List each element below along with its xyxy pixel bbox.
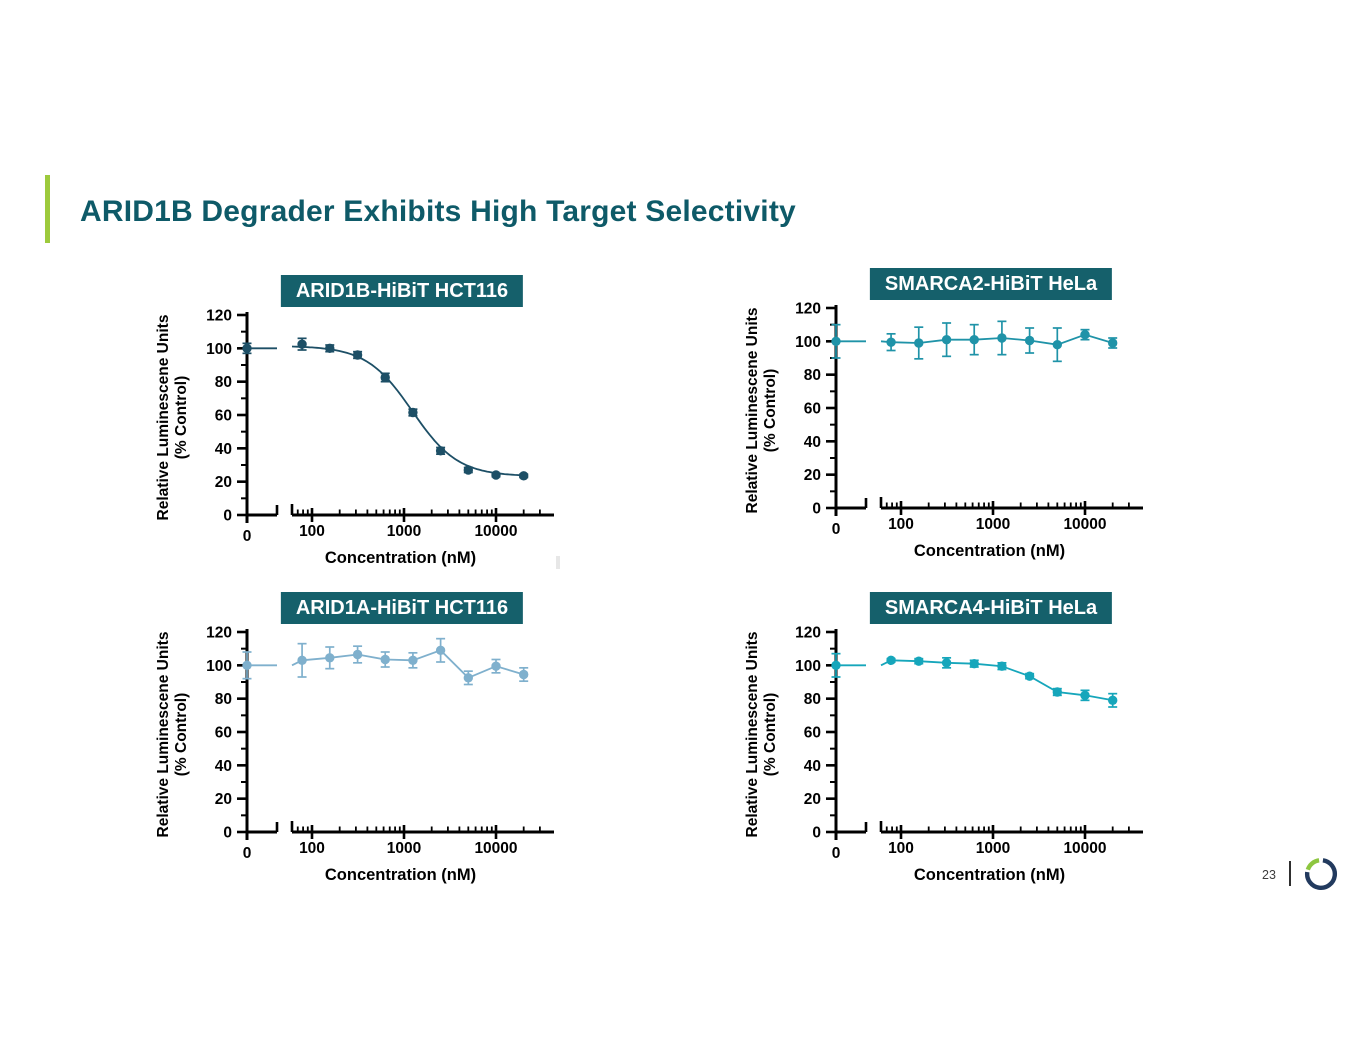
svg-text:100: 100 (888, 516, 914, 533)
svg-text:Relative Luminescene Units: Relative Luminescene Units (744, 308, 761, 514)
svg-text:Relative Luminescene Units: Relative Luminescene Units (744, 632, 761, 838)
svg-text:120: 120 (206, 625, 232, 642)
svg-text:10000: 10000 (474, 840, 517, 857)
dose-response-plot: 0 20 40 60 80 100 120 0 100 1000 10000 Concentratio… (155, 625, 554, 884)
chart-title-badge: SMARCA2-HiBiT HeLa (869, 268, 1113, 300)
svg-text:0: 0 (243, 845, 252, 862)
svg-text:(% Control): (% Control) (762, 693, 779, 777)
svg-text:0: 0 (812, 825, 821, 842)
svg-text:Concentration (nM): Concentration (nM) (325, 549, 476, 567)
svg-text:60: 60 (804, 725, 821, 742)
svg-text:60: 60 (215, 725, 232, 742)
svg-text:Concentration (nM): Concentration (nM) (325, 866, 476, 884)
svg-text:0: 0 (223, 508, 232, 525)
chart-title-badge: ARID1A-HiBiT HCT116 (280, 592, 524, 624)
svg-text:100: 100 (888, 840, 914, 857)
company-logo-icon (1305, 858, 1338, 891)
svg-text:10000: 10000 (1063, 516, 1106, 533)
svg-text:0: 0 (832, 845, 841, 862)
stray-mark (556, 556, 560, 569)
svg-text:100: 100 (206, 341, 232, 358)
svg-text:0: 0 (223, 825, 232, 842)
chart-arid1b-hibit-hct116: ARID1B-HiBiT HCT116 0 20 40 60 80 100 120 0 100 1… (152, 275, 582, 610)
svg-text:1000: 1000 (976, 516, 1010, 533)
svg-text:Concentration (nM): Concentration (nM) (914, 866, 1065, 884)
svg-text:80: 80 (804, 691, 821, 708)
svg-text:100: 100 (206, 658, 232, 675)
dose-response-plot: 0 20 40 60 80 100 120 0 100 1000 10000 Concentratio… (744, 625, 1143, 884)
svg-text:100: 100 (299, 840, 325, 857)
svg-text:60: 60 (804, 401, 821, 418)
svg-text:Relative Luminescene Units: Relative Luminescene Units (155, 632, 172, 838)
svg-text:120: 120 (206, 308, 232, 325)
dose-response-plot: 0 20 40 60 80 100 120 0 100 1000 10000 Concentratio… (744, 301, 1143, 560)
title-accent-bar (45, 175, 50, 243)
svg-text:100: 100 (299, 523, 325, 540)
svg-text:Concentration (nM): Concentration (nM) (914, 542, 1065, 560)
svg-text:60: 60 (215, 408, 232, 425)
svg-text:20: 20 (215, 474, 232, 491)
svg-text:100: 100 (795, 334, 821, 351)
svg-text:20: 20 (804, 791, 821, 808)
svg-text:120: 120 (795, 301, 821, 318)
svg-text:0: 0 (812, 501, 821, 518)
svg-text:20: 20 (215, 791, 232, 808)
page-number: 23 (1262, 868, 1276, 882)
svg-text:40: 40 (804, 758, 821, 775)
svg-text:1000: 1000 (387, 523, 421, 540)
svg-text:Relative Luminescene Units: Relative Luminescene Units (155, 315, 172, 521)
chart-smarca2-hibit-hela: SMARCA2-HiBiT HeLa 0 20 40 60 80 100 120 0 100 10… (741, 268, 1171, 603)
svg-text:40: 40 (215, 441, 232, 458)
svg-text:20: 20 (804, 467, 821, 484)
chart-title-badge: ARID1B-HiBiT HCT116 (280, 275, 524, 307)
page-title: ARID1B Degrader Exhibits High Target Sel… (80, 195, 796, 228)
svg-text:10000: 10000 (474, 523, 517, 540)
svg-text:(% Control): (% Control) (173, 693, 190, 777)
svg-text:40: 40 (804, 434, 821, 451)
svg-text:40: 40 (215, 758, 232, 775)
svg-text:(% Control): (% Control) (173, 376, 190, 460)
svg-text:80: 80 (215, 374, 232, 391)
svg-text:80: 80 (804, 367, 821, 384)
chart-title-badge: SMARCA4-HiBiT HeLa (869, 592, 1113, 624)
svg-text:80: 80 (215, 691, 232, 708)
footer-divider (1289, 861, 1291, 886)
svg-text:(% Control): (% Control) (762, 369, 779, 453)
svg-text:1000: 1000 (387, 840, 421, 857)
chart-arid1a-hibit-hct116: ARID1A-HiBiT HCT116 0 20 40 60 80 100 120 0 100 1… (152, 592, 582, 927)
svg-text:0: 0 (243, 528, 252, 545)
dose-response-plot: 0 20 40 60 80 100 120 0 100 1000 10000 Concentratio… (155, 308, 554, 567)
svg-text:1000: 1000 (976, 840, 1010, 857)
svg-text:0: 0 (832, 521, 841, 538)
svg-text:100: 100 (795, 658, 821, 675)
chart-smarca4-hibit-hela: SMARCA4-HiBiT HeLa 0 20 40 60 80 100 120 0 100 10… (741, 592, 1171, 927)
svg-text:10000: 10000 (1063, 840, 1106, 857)
svg-text:120: 120 (795, 625, 821, 642)
